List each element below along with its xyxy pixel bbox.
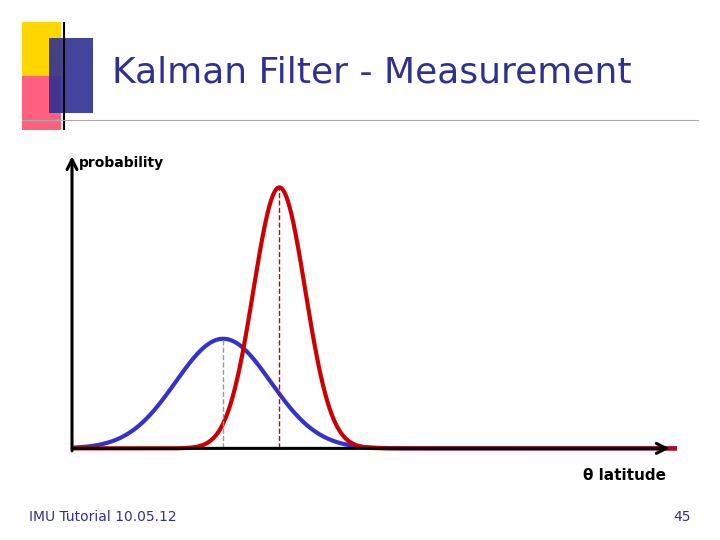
Text: Kalman Filter - Measurement: Kalman Filter - Measurement	[112, 56, 631, 90]
Text: IMU Tutorial 10.05.12: IMU Tutorial 10.05.12	[29, 510, 176, 524]
Text: 45: 45	[674, 510, 691, 524]
Text: probability: probability	[78, 156, 163, 170]
Bar	[50, 38, 93, 113]
Bar	[22, 22, 61, 76]
Bar	[22, 76, 61, 130]
Text: θ latitude: θ latitude	[583, 468, 666, 483]
